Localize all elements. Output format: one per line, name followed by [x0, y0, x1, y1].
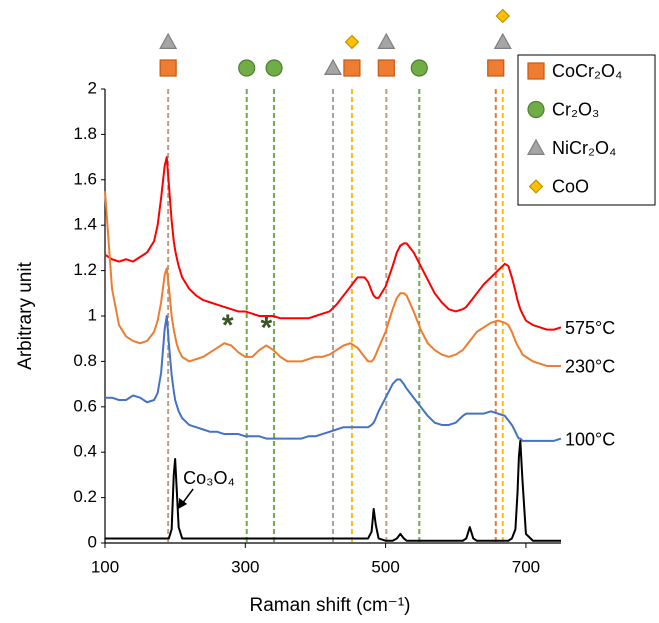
- peak-marker: [238, 59, 256, 77]
- legend-label: Cr₂O₃: [552, 99, 599, 119]
- legend-frame: [517, 54, 656, 206]
- y-tick-label: 0.6: [73, 396, 97, 415]
- y-tick-label: 1.8: [73, 124, 97, 143]
- series-label: 575°C: [565, 318, 615, 338]
- legend-marker: [527, 62, 545, 80]
- legend-marker: [526, 138, 546, 155]
- peak-marker: [323, 58, 343, 76]
- series-label: 100°C: [565, 429, 615, 449]
- x-tick-label: 700: [512, 557, 540, 576]
- peak-marker: [377, 59, 395, 77]
- y-tick-label: 0: [88, 532, 97, 551]
- annotation: *: [222, 309, 234, 342]
- annotation: *: [261, 311, 273, 344]
- legend-label: CoCr₂O₄: [552, 61, 622, 81]
- legend-marker: [528, 179, 544, 194]
- x-tick-label: 300: [231, 557, 259, 576]
- peak-marker: [265, 59, 283, 77]
- y-tick-label: 1.2: [73, 260, 97, 279]
- y-tick-label: 2: [88, 78, 97, 97]
- series-line: [104, 191, 561, 367]
- y-tick-label: 0.4: [73, 442, 97, 461]
- peak-marker: [159, 59, 177, 77]
- y-tick-label: 1.6: [73, 169, 97, 188]
- series-line: [105, 315, 562, 442]
- x-tick-label: 100: [91, 557, 119, 576]
- y-tick-label: 1: [88, 305, 97, 324]
- y-tick-label: 0.8: [73, 351, 97, 370]
- peak-marker: [410, 59, 428, 77]
- peak-marker: [343, 59, 361, 77]
- x-tick-label: 500: [371, 557, 399, 576]
- series-label: 230°C: [565, 357, 615, 377]
- peak-marker: [159, 32, 178, 50]
- y-tick-label: 1.4: [73, 215, 97, 234]
- annotation-arrowhead: [178, 498, 188, 510]
- peak-marker: [493, 32, 512, 50]
- y-tick-label: 0.2: [73, 487, 97, 506]
- peak-marker: [487, 59, 505, 77]
- peak-marker: [344, 34, 360, 50]
- y-axis-title: Arbitrary unit: [15, 261, 36, 369]
- series-line: [105, 439, 561, 542]
- legend-label: NiCr₂O₄: [552, 138, 616, 158]
- x-axis-title: Raman shift (cm⁻¹): [250, 595, 411, 616]
- series-label: Co₃O₄: [183, 468, 235, 488]
- series-line: [104, 156, 562, 331]
- peak-marker: [495, 8, 511, 24]
- peak-marker: [377, 32, 396, 50]
- legend-marker: [527, 100, 545, 119]
- legend-label: CoO: [552, 176, 589, 196]
